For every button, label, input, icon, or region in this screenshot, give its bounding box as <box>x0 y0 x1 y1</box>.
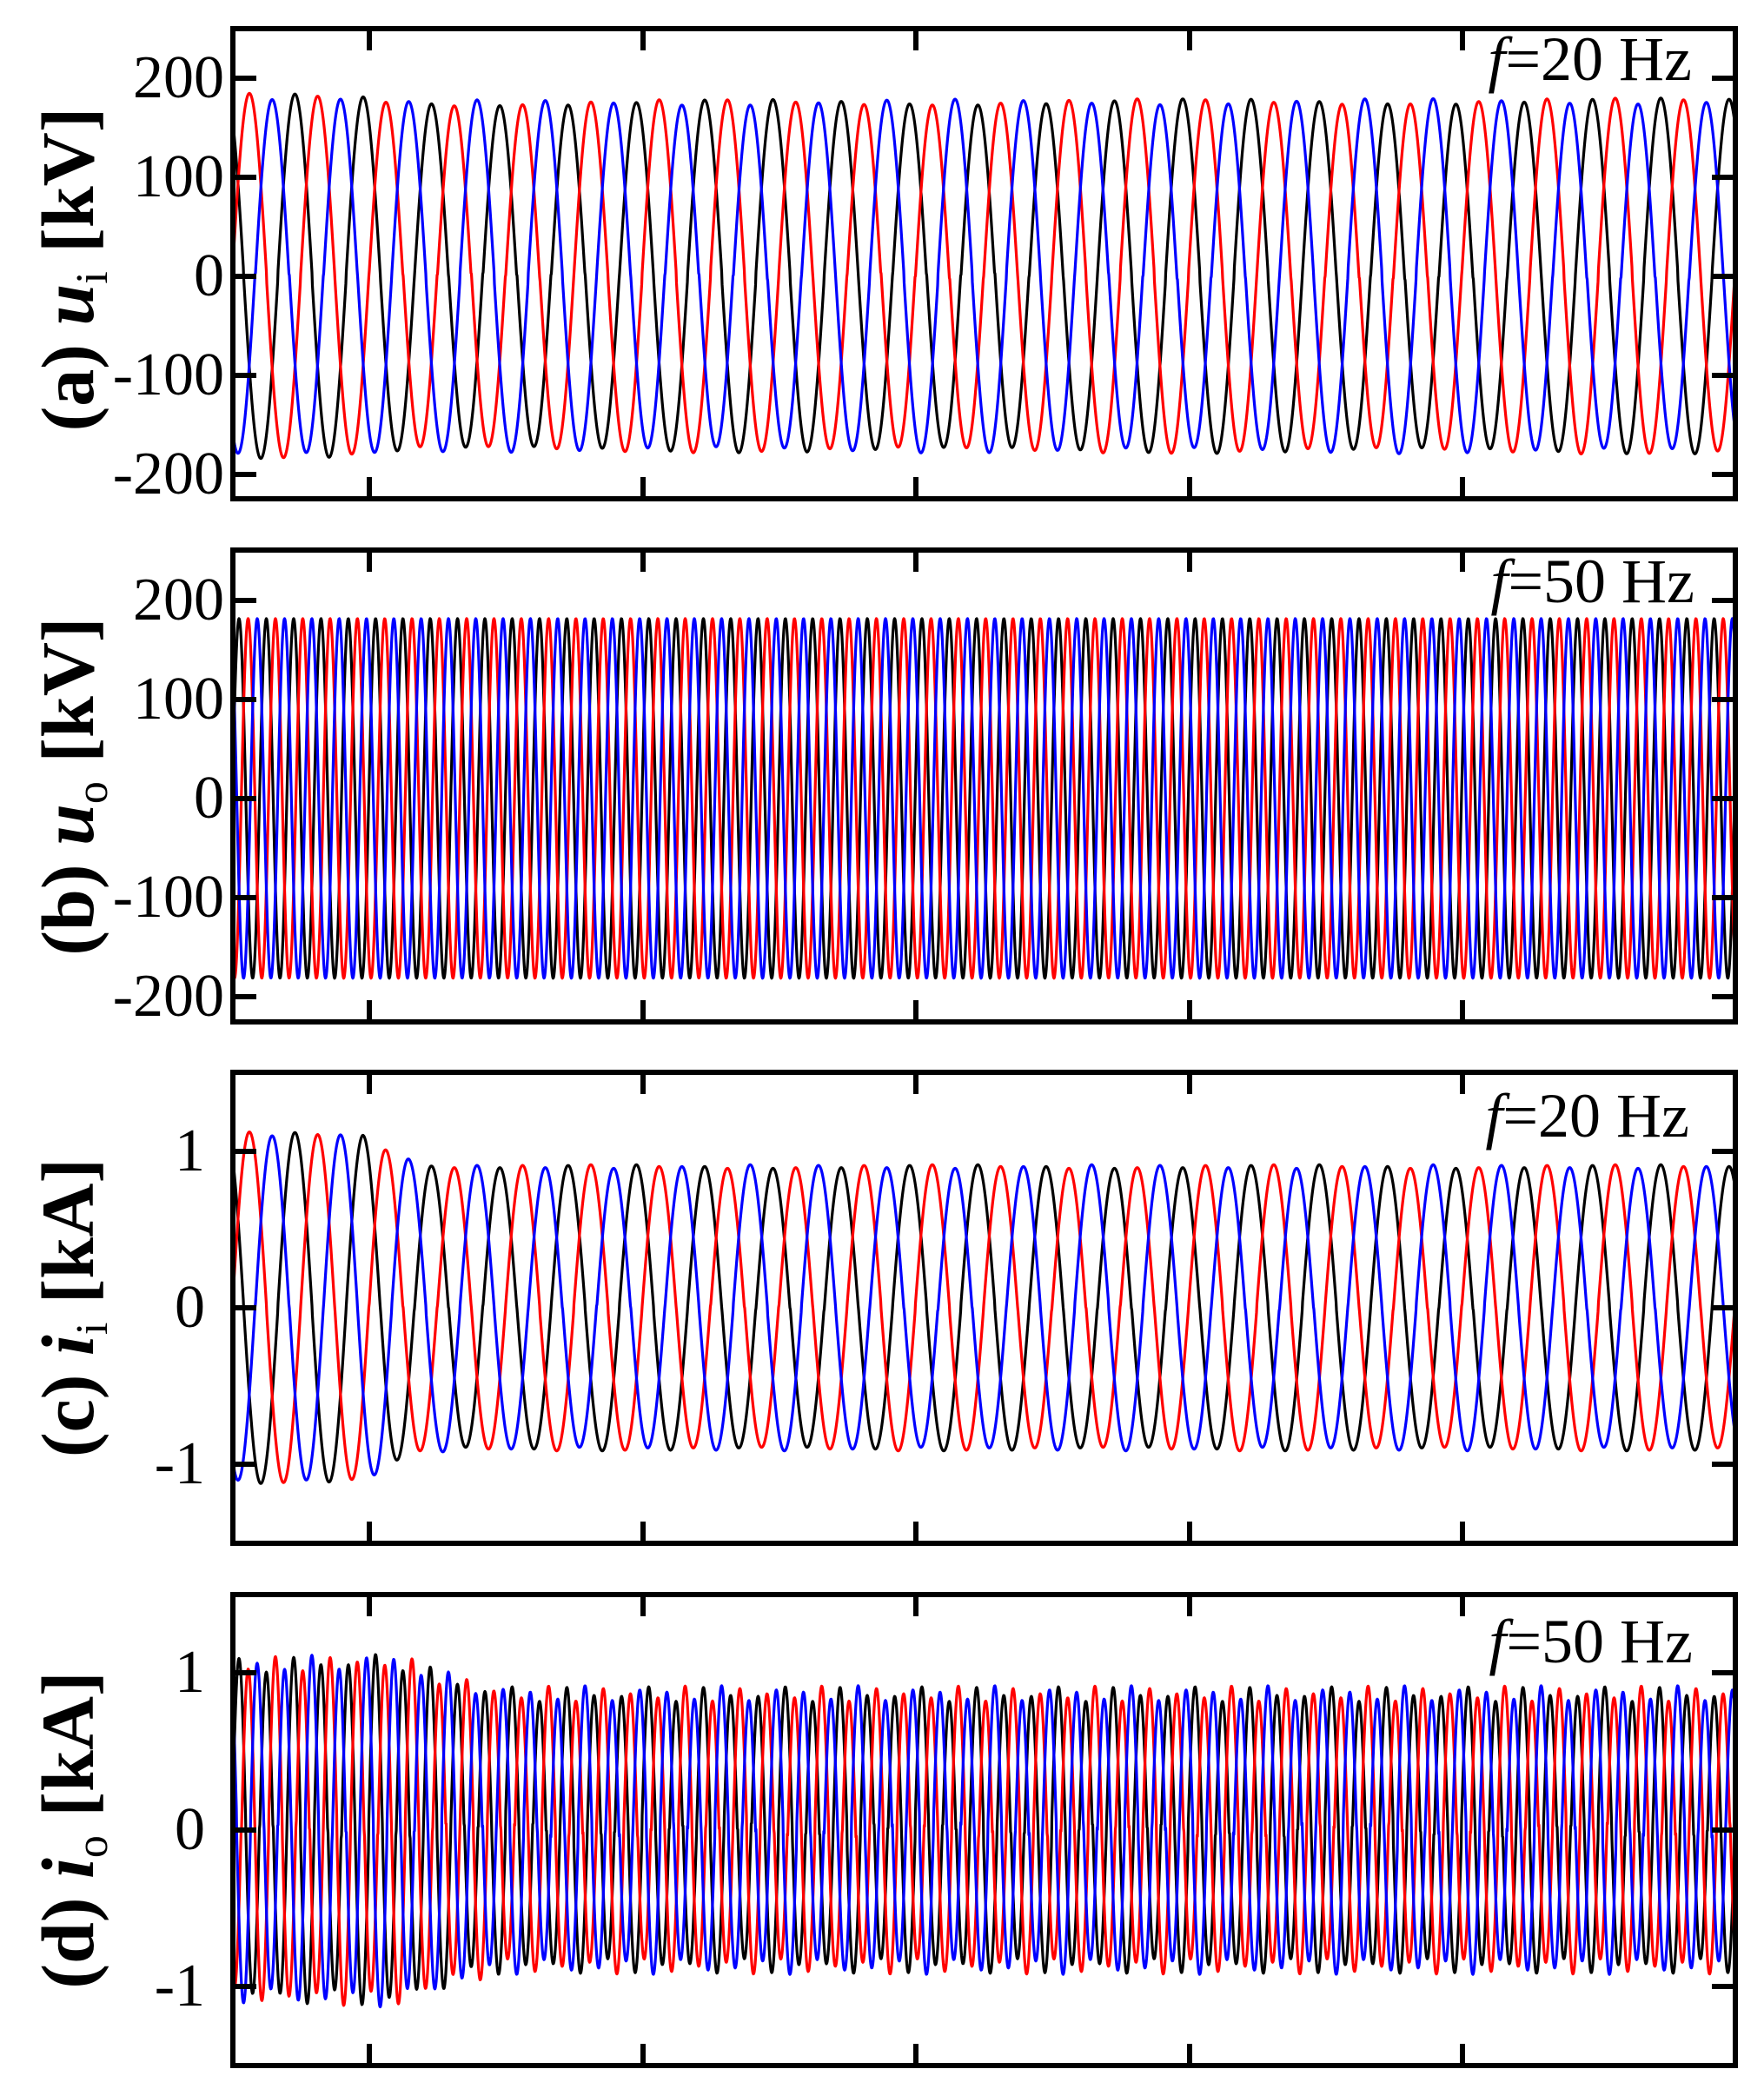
panel-c-ytick-labels: 1 0 -1 <box>155 1117 205 1497</box>
panel-a-ytick-labels: 200 100 0 -100 -200 <box>113 44 224 507</box>
ytick-label: 200 <box>133 567 224 633</box>
ytick-label: 1 <box>175 1639 205 1706</box>
ytick-label: 0 <box>175 1796 205 1863</box>
waveform-phase-blue <box>233 97 1735 455</box>
panel-a-ticks <box>233 29 1735 499</box>
ytick-label: -200 <box>113 963 224 1030</box>
ytick-label: 100 <box>133 666 224 733</box>
panel-d-io-current: 1 0 -1 (d) io [kA] f=50 Hz <box>26 1592 1738 2068</box>
panel-a-waveforms <box>233 91 1735 461</box>
panel-b-waveforms <box>233 617 1735 980</box>
ytick-label: 100 <box>133 143 224 210</box>
waveform-phase-red <box>233 617 1735 980</box>
waveform-phase-blue <box>233 1654 1735 2009</box>
ytick-label: -100 <box>113 864 224 931</box>
waveform-phase-blue <box>233 1133 1735 1482</box>
waveform-phase-black <box>233 1653 1735 2006</box>
ytick-label: -1 <box>155 1430 205 1497</box>
waveform-phase-red <box>233 1131 1735 1484</box>
panel-a-axes-frame <box>230 26 1738 501</box>
ytick-label: -1 <box>155 1953 205 2019</box>
panel-b-frequency-annotation: f=50 Hz <box>1490 547 1694 616</box>
panel-d-ylabel: (d) io [kA] <box>26 1671 117 1988</box>
ytick-label: 200 <box>133 44 224 111</box>
panel-d-frequency-annotation: f=50 Hz <box>1489 1607 1693 1676</box>
waveform-phase-black <box>233 92 1735 461</box>
waveform-phase-red <box>233 1655 1735 2007</box>
panel-a-frequency-annotation: f=20 Hz <box>1488 24 1692 94</box>
panel-d-waveforms <box>233 1653 1735 2009</box>
panel-c-ylabel: (c) ii [kA] <box>26 1158 117 1457</box>
waveform-phase-blue <box>233 617 1735 980</box>
panel-b-axes-frame <box>230 547 1738 1025</box>
ytick-label: 0 <box>194 765 224 832</box>
panel-c-frequency-annotation: f=20 Hz <box>1485 1081 1689 1151</box>
panel-d-ytick-labels: 1 0 -1 <box>155 1639 205 2019</box>
ytick-label: 1 <box>175 1117 205 1184</box>
panel-b-ylabel: (b) uo [kV] <box>26 617 117 955</box>
ytick-label: 0 <box>194 242 224 309</box>
panel-a-ylabel: (a) ui [kV] <box>26 108 117 432</box>
ytick-label: 0 <box>175 1274 205 1341</box>
ytick-label: -200 <box>113 441 224 507</box>
waveform-phase-red <box>233 91 1735 460</box>
ytick-label: -100 <box>113 342 224 408</box>
panel-c-ticks <box>233 1072 1735 1543</box>
waveform-phase-black <box>233 1131 1735 1485</box>
panel-a-ui-voltage: 200 100 0 -100 -200 (a) ui [kV] f=20 Hz <box>26 24 1738 507</box>
panel-b-ticks <box>233 550 1735 1022</box>
panel-d-ticks <box>233 1595 1735 2066</box>
panel-b-ytick-labels: 200 100 0 -100 -200 <box>113 567 224 1030</box>
waveform-phase-black <box>233 617 1735 980</box>
panel-c-waveforms <box>233 1131 1735 1485</box>
panel-b-uo-voltage: 200 100 0 -100 -200 (b) uo [kV] f=50 Hz <box>26 547 1738 1030</box>
panel-c-ii-current: 1 0 -1 (c) ii [kA] f=20 Hz <box>26 1070 1738 1546</box>
